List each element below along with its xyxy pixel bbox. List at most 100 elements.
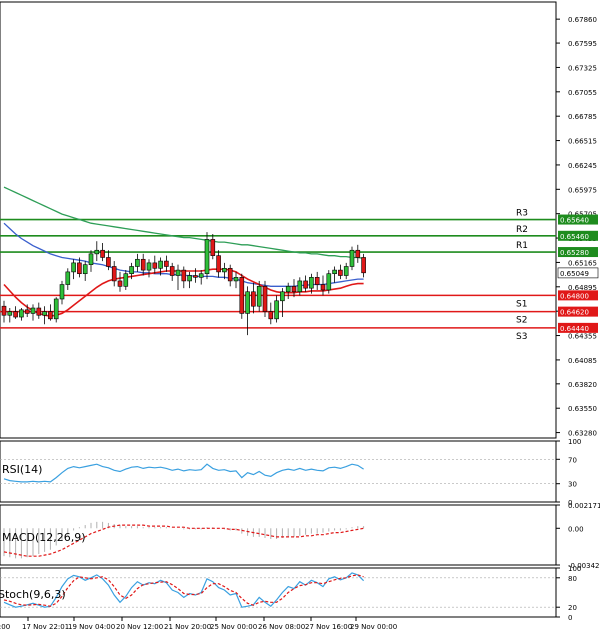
candle [123, 270, 129, 290]
time-tick-label: 27 Nov 16:00 [305, 623, 352, 631]
candle [198, 270, 204, 285]
candle [152, 255, 158, 274]
candle [320, 275, 326, 296]
time-tick-label: 16:00 [0, 623, 10, 631]
candle-body-up [94, 249, 100, 255]
indicator-frame [0, 567, 557, 618]
candle-body-up [82, 264, 88, 275]
indicator-tick-label: 100 [568, 438, 581, 446]
candle-body-down [338, 269, 343, 276]
price-tick-label: 0.64355 [568, 333, 597, 341]
candle-body-up [53, 298, 59, 320]
candle [77, 257, 82, 278]
candle-body-up [175, 269, 181, 276]
candle [117, 271, 123, 292]
time-tick-label: 20 Nov 12:00 [116, 623, 163, 631]
candle-body-up [158, 260, 163, 269]
candle-body-down [24, 309, 30, 314]
level-tag-label-s2: 0.64620 [560, 309, 589, 317]
candle-body-up [146, 262, 152, 271]
level-tag-s2 [558, 306, 598, 317]
candle-body-down [48, 311, 53, 320]
candle-body-up [135, 258, 140, 267]
candle-body-up [309, 277, 314, 289]
candle [227, 264, 233, 287]
candle [309, 273, 314, 294]
candle [169, 262, 175, 281]
candle-body-down [262, 286, 268, 312]
candle-body-down [111, 266, 117, 282]
candle-body-down [77, 262, 82, 275]
time-tick-label: 29 Nov 00:00 [350, 623, 397, 631]
candle [100, 243, 105, 262]
candle-body-up [332, 269, 337, 275]
candle-body-up [245, 291, 250, 314]
candle [111, 261, 117, 287]
candle [355, 244, 361, 263]
candle [19, 308, 24, 321]
price-tick-label: 0.67595 [568, 40, 597, 48]
candle-body-down [1, 305, 7, 316]
price-panel: 0.67860 0.67595 0.67325 0.67055 0.66785 0.665… [0, 1, 599, 439]
candle [187, 271, 192, 289]
candle [175, 264, 181, 290]
candle-body-up [349, 249, 355, 267]
candle-body-up [280, 291, 285, 302]
candle-body-down [216, 255, 221, 273]
time-tick-label: 17 Nov 22:01 [22, 623, 69, 631]
price-tick-label: 0.63820 [568, 381, 597, 389]
candle [204, 232, 210, 280]
candle-body-up [19, 309, 24, 318]
indicator-tick-label: 0 [568, 499, 572, 507]
candle [233, 271, 239, 289]
candle-body-up [233, 277, 239, 282]
candle [7, 308, 13, 323]
candle-body-down [251, 291, 256, 307]
indicator-tick-label: 30 [568, 481, 577, 489]
candle [303, 275, 308, 292]
level-tag-s1 [558, 290, 598, 301]
candle-body-up [123, 273, 129, 287]
candle [256, 280, 262, 312]
candle [193, 268, 198, 283]
price-tick-label: 0.64085 [568, 357, 597, 365]
candle [262, 280, 268, 318]
candle-body-down [106, 257, 111, 267]
candle [88, 250, 94, 272]
price-tick-label: 0.64895 [568, 284, 597, 292]
price-tick-label: 0.66515 [568, 138, 597, 146]
indicator-tick-label: 70 [568, 456, 577, 464]
candle-body-down [100, 249, 105, 258]
indicator-frame [0, 504, 557, 566]
indicator-tick-label: 0.002171 [568, 502, 600, 510]
candle [280, 288, 285, 318]
level-tag-label-s3: 0.64440 [560, 325, 589, 333]
candle-body-up [297, 280, 303, 293]
candle-body-up [30, 307, 36, 314]
price-tick-label: 0.67325 [568, 64, 597, 72]
candle [82, 261, 88, 281]
level-tag-label-r3: 0.65640 [560, 217, 589, 225]
candle [94, 241, 100, 262]
candle [146, 259, 152, 278]
level-name-s1: S1 [516, 299, 527, 309]
candle-body-down [164, 260, 169, 267]
level-name-s3: S3 [516, 332, 527, 342]
candle-body-down [193, 275, 198, 278]
level-tag-s3 [558, 322, 598, 333]
candle [285, 282, 291, 299]
candle [65, 268, 71, 290]
indicator-title: Stoch(9,6,3) [0, 588, 66, 601]
candle-body-up [274, 300, 279, 320]
candle [129, 262, 134, 280]
indicator-tick-label: 20 [568, 604, 577, 612]
candle-body-down [140, 258, 146, 271]
indicator-tick-label: -0.003423 [568, 562, 600, 570]
level-name-r3: R3 [516, 209, 528, 219]
candle-body-up [129, 266, 134, 275]
macd-panel: 0.002171 0.00 -0.003423 MACD(12,26,9) [0, 502, 600, 570]
candle [135, 253, 140, 272]
candle-body-up [7, 311, 13, 316]
candle [164, 255, 169, 272]
